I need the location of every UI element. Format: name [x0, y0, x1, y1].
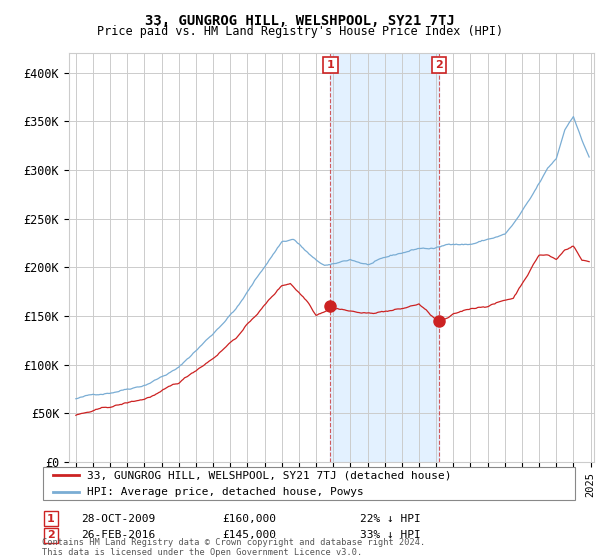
Text: 33% ↓ HPI: 33% ↓ HPI [360, 530, 421, 540]
FancyBboxPatch shape [43, 466, 575, 501]
Text: 26-FEB-2016: 26-FEB-2016 [81, 530, 155, 540]
Text: 33, GUNGROG HILL, WELSHPOOL, SY21 7TJ: 33, GUNGROG HILL, WELSHPOOL, SY21 7TJ [145, 14, 455, 28]
Text: £145,000: £145,000 [222, 530, 276, 540]
Text: 1: 1 [47, 514, 55, 524]
Bar [330, 53, 439, 462]
Text: Price paid vs. HM Land Registry's House Price Index (HPI): Price paid vs. HM Land Registry's House … [97, 25, 503, 38]
Text: 2: 2 [435, 60, 443, 70]
Text: 2: 2 [47, 530, 55, 540]
Text: Contains HM Land Registry data © Crown copyright and database right 2024.
This d: Contains HM Land Registry data © Crown c… [42, 538, 425, 557]
Text: 28-OCT-2009: 28-OCT-2009 [81, 514, 155, 524]
Text: HPI: Average price, detached house, Powys: HPI: Average price, detached house, Powy… [88, 487, 364, 497]
Text: £160,000: £160,000 [222, 514, 276, 524]
Text: 22% ↓ HPI: 22% ↓ HPI [360, 514, 421, 524]
Text: 1: 1 [326, 60, 334, 70]
Text: 33, GUNGROG HILL, WELSHPOOL, SY21 7TJ (detached house): 33, GUNGROG HILL, WELSHPOOL, SY21 7TJ (d… [88, 470, 452, 480]
